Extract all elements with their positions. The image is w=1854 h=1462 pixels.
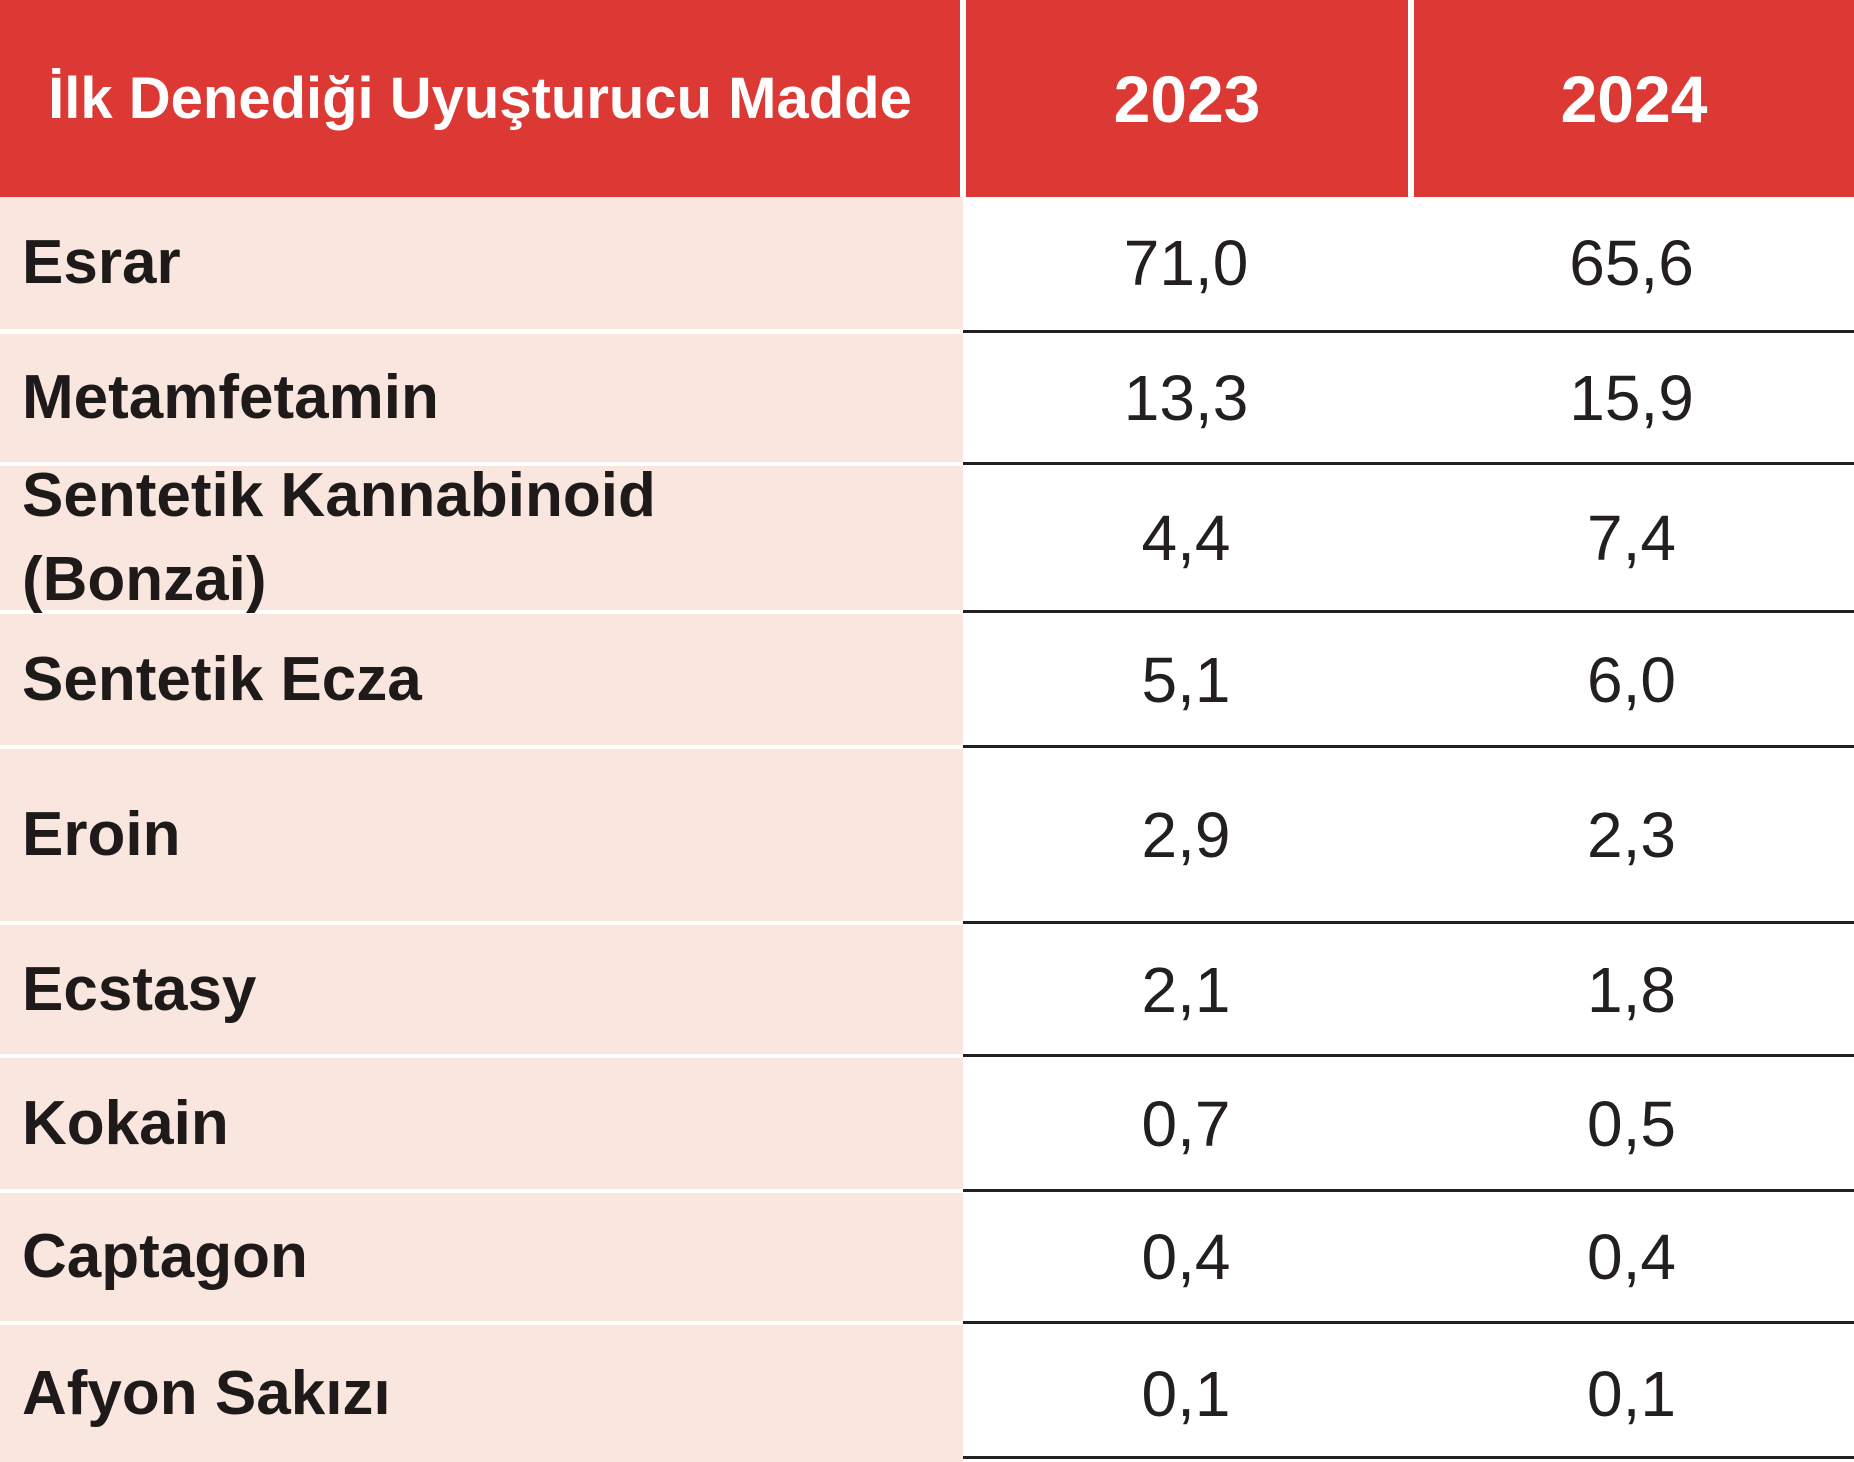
value-2024: 0,5 (1587, 1087, 1676, 1160)
value-2023: 71,0 (1123, 227, 1249, 299)
row-divider (963, 1189, 1854, 1192)
row-label: Esrar (0, 197, 963, 329)
row-label: Captagon (0, 1193, 963, 1321)
header-2024: 2024 (1414, 0, 1854, 197)
row-divider (963, 330, 1854, 333)
value-2024: 2,3 (1587, 799, 1676, 871)
value-2023: 2,9 (1141, 799, 1231, 871)
table-row: Sentetik Kannabinoid (Bonzai) 4,4 7,4 (0, 461, 1854, 614)
value-2024: 0,1 (1587, 1357, 1676, 1430)
row-label: Ecstasy (0, 925, 963, 1054)
table-row: Sentetik Ecza 5,1 6,0 (0, 614, 1854, 745)
value-2024: 0,4 (1587, 1221, 1676, 1293)
row-divider (963, 1456, 1854, 1459)
row-label: Sentetik Kannabinoid (Bonzai) (0, 461, 963, 614)
row-divider (963, 462, 1854, 465)
table-row: Afyon Sakızı 0,1 0,1 (0, 1325, 1854, 1462)
row-divider (963, 921, 1854, 924)
row-label: Metamfetamin (0, 334, 963, 462)
value-2024: 6,0 (1587, 643, 1676, 716)
header-substance: İlk Denediği Uyuşturucu Madde (0, 0, 960, 197)
table-row: Metamfetamin 13,3 15,9 (0, 334, 1854, 462)
row-label: Eroin (0, 749, 963, 921)
value-2023: 5,1 (1141, 643, 1231, 716)
table-row: Ecstasy 2,1 1,8 (0, 925, 1854, 1054)
row-label: Afyon Sakızı (0, 1325, 963, 1462)
row-divider (963, 745, 1854, 748)
row-divider (963, 610, 1854, 613)
row-label: Sentetik Ecza (0, 614, 963, 745)
row-label: Kokain (0, 1058, 963, 1189)
row-divider (963, 1321, 1854, 1324)
value-2023: 4,4 (1141, 502, 1231, 574)
table-row: Kokain 0,7 0,5 (0, 1058, 1854, 1189)
value-2024: 1,8 (1587, 953, 1676, 1026)
value-2024: 15,9 (1569, 362, 1694, 434)
value-2024: 7,4 (1587, 502, 1676, 574)
table-header-row: İlk Denediği Uyuşturucu Madde 2023 2024 (0, 0, 1854, 197)
table-row: Esrar 71,0 65,6 (0, 197, 1854, 329)
value-2023: 0,7 (1141, 1087, 1231, 1160)
value-2023: 2,1 (1141, 953, 1231, 1026)
header-2023: 2023 (966, 0, 1408, 197)
value-2023: 0,4 (1141, 1221, 1231, 1293)
value-2023: 0,1 (1141, 1357, 1231, 1430)
row-divider (963, 1054, 1854, 1057)
value-2023: 13,3 (1123, 362, 1249, 434)
table-row: Captagon 0,4 0,4 (0, 1193, 1854, 1321)
table-row: Eroin 2,9 2,3 (0, 749, 1854, 921)
value-2024: 65,6 (1569, 227, 1694, 299)
